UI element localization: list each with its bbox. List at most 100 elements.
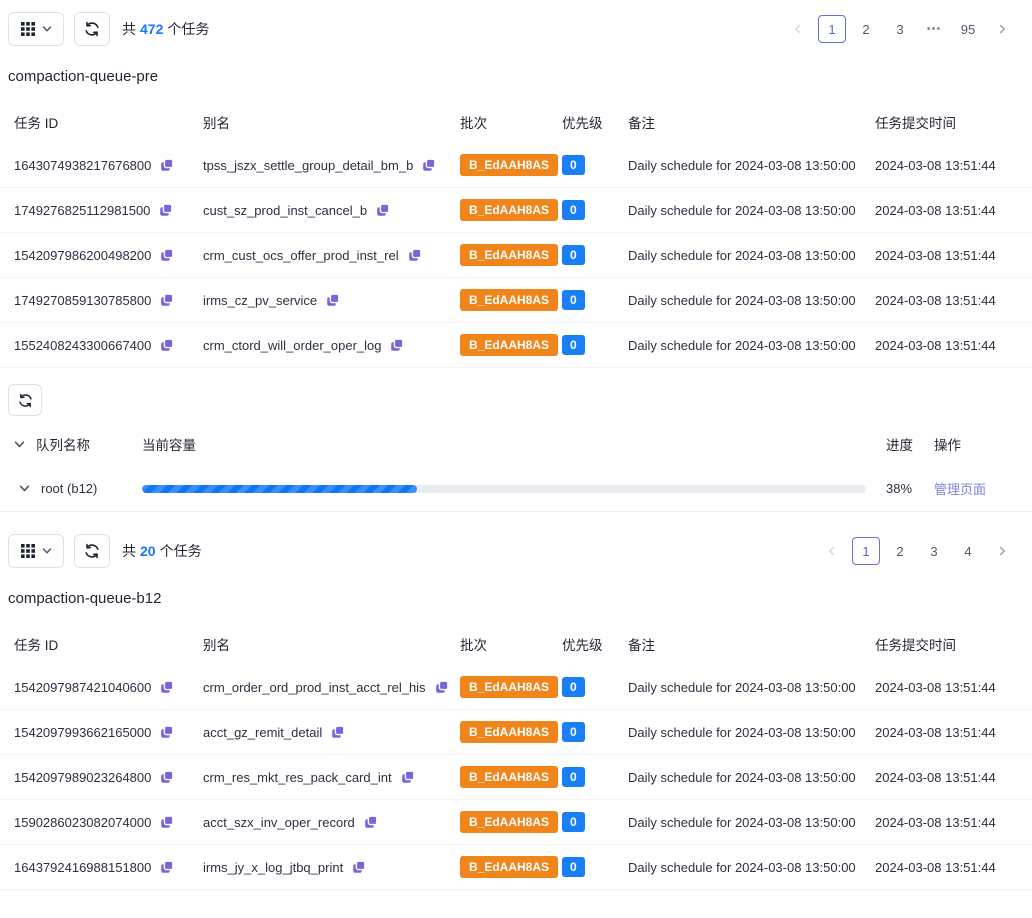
page-1[interactable]: 1 — [818, 15, 846, 43]
header-note: 备注 — [628, 638, 655, 653]
page-ellipsis[interactable]: ••• — [920, 15, 948, 43]
copy-icon[interactable] — [401, 770, 415, 784]
pagination: 1 2 3 4 — [818, 537, 1016, 565]
queue-refresh-area — [0, 368, 1032, 422]
copy-icon[interactable] — [160, 725, 174, 739]
column-settings-button[interactable] — [8, 12, 64, 46]
chevron-left-icon[interactable] — [818, 537, 846, 565]
header-queue-name: 队列名称 — [36, 438, 90, 453]
copy-icon[interactable] — [408, 248, 422, 262]
header-capacity: 当前容量 — [142, 438, 196, 453]
copy-icon[interactable] — [160, 293, 174, 307]
page-4[interactable]: 4 — [954, 537, 982, 565]
header-task-id: 任务 ID — [14, 638, 59, 653]
note-text: Daily schedule for 2024-03-08 13:50:00 — [628, 157, 856, 173]
copy-icon[interactable] — [160, 680, 174, 694]
header-submit-time: 任务提交时间 — [875, 116, 956, 131]
refresh-button[interactable] — [74, 12, 110, 46]
copy-icon[interactable] — [160, 158, 174, 172]
header-submit-time: 任务提交时间 — [875, 638, 956, 653]
task-id: 1643074938217676800 — [14, 157, 152, 173]
table-row: 1542097989023264800 crm_res_mkt_res_pack… — [0, 755, 1032, 800]
batch-badge: B_EdAAH8AS — [460, 856, 559, 878]
copy-icon[interactable] — [160, 248, 174, 262]
page-3[interactable]: 3 — [886, 15, 914, 43]
task-count: 共 472 个任务 — [122, 21, 210, 37]
chevron-down-icon[interactable] — [14, 439, 25, 450]
submit-time: 2024-03-08 13:51:44 — [875, 679, 996, 695]
task-alias: acct_szx_inv_oper_record — [203, 814, 355, 830]
task-alias: acct_gz_remit_detail — [203, 724, 323, 740]
task-id: 1542097993662165000 — [14, 724, 152, 740]
copy-icon[interactable] — [422, 158, 436, 172]
priority-badge: 0 — [562, 857, 585, 877]
page-1[interactable]: 1 — [852, 537, 880, 565]
refresh-icon — [84, 543, 100, 559]
copy-icon[interactable] — [160, 338, 174, 352]
submit-time: 2024-03-08 13:51:44 — [875, 292, 996, 308]
header-batch: 批次 — [460, 638, 487, 653]
task-id: 1590286023082074000 — [14, 814, 152, 830]
note-text: Daily schedule for 2024-03-08 13:50:00 — [628, 247, 856, 263]
chevron-right-icon[interactable] — [988, 15, 1016, 43]
copy-icon[interactable] — [331, 725, 345, 739]
priority-badge: 0 — [562, 245, 585, 265]
page-2[interactable]: 2 — [852, 15, 880, 43]
submit-time: 2024-03-08 13:51:44 — [875, 769, 996, 785]
batch-badge: B_EdAAH8AS — [460, 766, 559, 788]
page-2[interactable]: 2 — [886, 537, 914, 565]
task-count: 共 20 个任务 — [122, 543, 202, 559]
capacity-progress-fill — [142, 484, 418, 493]
queue-row: root (b12) 38% 管理页面 — [0, 466, 1032, 512]
task-alias: tpss_jszx_settle_group_detail_bm_b — [203, 157, 414, 173]
copy-icon[interactable] — [352, 860, 366, 874]
note-text: Daily schedule for 2024-03-08 13:50:00 — [628, 337, 856, 353]
header-alias: 别名 — [203, 638, 230, 653]
copy-icon[interactable] — [160, 770, 174, 784]
copy-icon[interactable] — [160, 815, 174, 829]
copy-icon[interactable] — [376, 203, 390, 217]
submit-time: 2024-03-08 13:51:44 — [875, 859, 996, 875]
priority-badge: 0 — [562, 290, 585, 310]
batch-badge: B_EdAAH8AS — [460, 676, 559, 698]
copy-icon[interactable] — [390, 338, 404, 352]
task-alias: crm_cust_ocs_offer_prod_inst_rel — [203, 247, 399, 263]
copy-icon[interactable] — [159, 203, 173, 217]
header-priority: 优先级 — [562, 638, 603, 653]
table-row: 1643792416988151800 irms_jy_x_log_jtbq_p… — [0, 845, 1032, 890]
note-text: Daily schedule for 2024-03-08 13:50:00 — [628, 292, 856, 308]
priority-badge: 0 — [562, 722, 585, 742]
copy-icon[interactable] — [364, 815, 378, 829]
batch-badge: B_EdAAH8AS — [460, 199, 559, 221]
priority-badge: 0 — [562, 335, 585, 355]
table-row: 1749276825112981500 cust_sz_prod_inst_ca… — [0, 188, 1032, 233]
page-95[interactable]: 95 — [954, 15, 982, 43]
table-row: 1542097993662165000 acct_gz_remit_detail… — [0, 710, 1032, 755]
chevron-down-icon[interactable] — [19, 483, 30, 494]
capacity-progress-bar — [142, 484, 866, 493]
column-settings-button[interactable] — [8, 534, 64, 568]
note-text: Daily schedule for 2024-03-08 13:50:00 — [628, 679, 856, 695]
copy-icon[interactable] — [326, 293, 340, 307]
manage-page-link[interactable]: 管理页面 — [934, 481, 987, 497]
batch-badge: B_EdAAH8AS — [460, 154, 559, 176]
task-id: 1749270859130785800 — [14, 292, 152, 308]
refresh-button[interactable] — [8, 384, 42, 416]
page-3[interactable]: 3 — [920, 537, 948, 565]
task-count-number: 472 — [140, 21, 164, 37]
copy-icon[interactable] — [160, 860, 174, 874]
task-alias: cust_sz_prod_inst_cancel_b — [203, 202, 368, 218]
chevron-left-icon[interactable] — [784, 15, 812, 43]
copy-icon[interactable] — [435, 680, 449, 694]
header-progress: 进度 — [886, 438, 913, 453]
queue-name: root (b12) — [41, 481, 98, 496]
chevron-right-icon[interactable] — [988, 537, 1016, 565]
priority-badge: 0 — [562, 200, 585, 220]
task-id: 1643792416988151800 — [14, 859, 152, 875]
submit-time: 2024-03-08 13:51:44 — [875, 202, 996, 218]
header-action: 操作 — [934, 438, 961, 453]
grid-icon — [21, 22, 35, 36]
chevron-down-icon — [42, 24, 52, 34]
refresh-icon — [84, 21, 100, 37]
refresh-button[interactable] — [74, 534, 110, 568]
